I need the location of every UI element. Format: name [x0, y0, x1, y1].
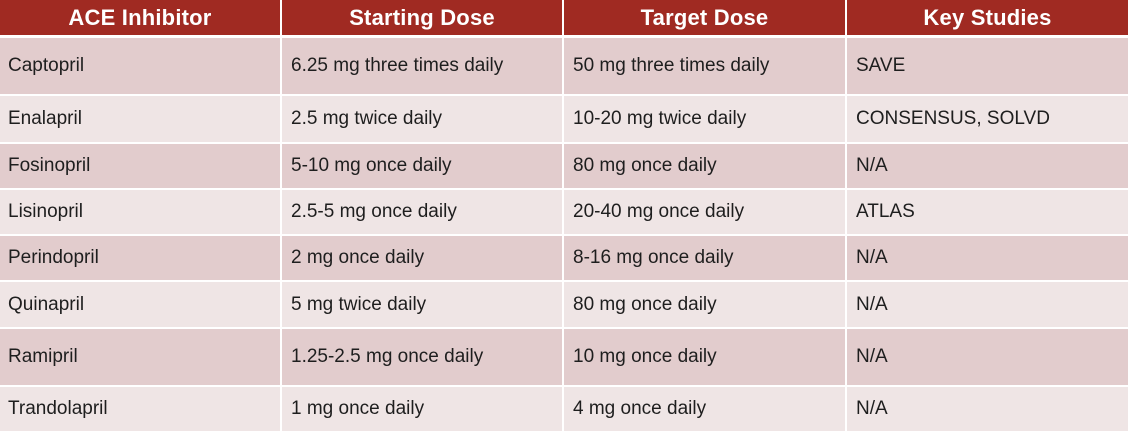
cell-drug-name: Fosinopril — [0, 144, 282, 190]
cell-key-studies: N/A — [847, 282, 1128, 329]
cell-starting-dose: 5 mg twice daily — [282, 282, 564, 329]
cell-drug-name: Enalapril — [0, 96, 282, 144]
cell-target-dose: 80 mg once daily — [564, 144, 847, 190]
cell-drug-name: Lisinopril — [0, 190, 282, 236]
table-row: Perindopril 2 mg once daily 8-16 mg once… — [0, 236, 1128, 282]
column-header-key-studies: Key Studies — [847, 0, 1128, 38]
table-row: Fosinopril 5-10 mg once daily 80 mg once… — [0, 144, 1128, 190]
cell-drug-name: Perindopril — [0, 236, 282, 282]
cell-key-studies: N/A — [847, 387, 1128, 433]
cell-drug-name: Captopril — [0, 38, 282, 96]
table-row: Ramipril 1.25-2.5 mg once daily 10 mg on… — [0, 329, 1128, 387]
cell-key-studies: N/A — [847, 329, 1128, 387]
table-header-row: ACE Inhibitor Starting Dose Target Dose … — [0, 0, 1128, 38]
table-row: Captopril 6.25 mg three times daily 50 m… — [0, 38, 1128, 96]
cell-target-dose: 8-16 mg once daily — [564, 236, 847, 282]
column-header-ace-inhibitor: ACE Inhibitor — [0, 0, 282, 38]
cell-key-studies: ATLAS — [847, 190, 1128, 236]
cell-starting-dose: 2.5-5 mg once daily — [282, 190, 564, 236]
cell-target-dose: 20-40 mg once daily — [564, 190, 847, 236]
cell-drug-name: Trandolapril — [0, 387, 282, 433]
cell-starting-dose: 1 mg once daily — [282, 387, 564, 433]
cell-key-studies: N/A — [847, 236, 1128, 282]
column-header-target-dose: Target Dose — [564, 0, 847, 38]
cell-key-studies: N/A — [847, 144, 1128, 190]
cell-target-dose: 10 mg once daily — [564, 329, 847, 387]
cell-starting-dose: 2.5 mg twice daily — [282, 96, 564, 144]
cell-key-studies: SAVE — [847, 38, 1128, 96]
cell-starting-dose: 5-10 mg once daily — [282, 144, 564, 190]
cell-key-studies: CONSENSUS, SOLVD — [847, 96, 1128, 144]
cell-target-dose: 4 mg once daily — [564, 387, 847, 433]
cell-drug-name: Quinapril — [0, 282, 282, 329]
table-row: Quinapril 5 mg twice daily 80 mg once da… — [0, 282, 1128, 329]
cell-target-dose: 80 mg once daily — [564, 282, 847, 329]
table-row: Trandolapril 1 mg once daily 4 mg once d… — [0, 387, 1128, 433]
cell-drug-name: Ramipril — [0, 329, 282, 387]
table-row: Enalapril 2.5 mg twice daily 10-20 mg tw… — [0, 96, 1128, 144]
cell-starting-dose: 2 mg once daily — [282, 236, 564, 282]
column-header-starting-dose: Starting Dose — [282, 0, 564, 38]
table-row: Lisinopril 2.5-5 mg once daily 20-40 mg … — [0, 190, 1128, 236]
cell-target-dose: 50 mg three times daily — [564, 38, 847, 96]
cell-target-dose: 10-20 mg twice daily — [564, 96, 847, 144]
cell-starting-dose: 6.25 mg three times daily — [282, 38, 564, 96]
cell-starting-dose: 1.25-2.5 mg once daily — [282, 329, 564, 387]
